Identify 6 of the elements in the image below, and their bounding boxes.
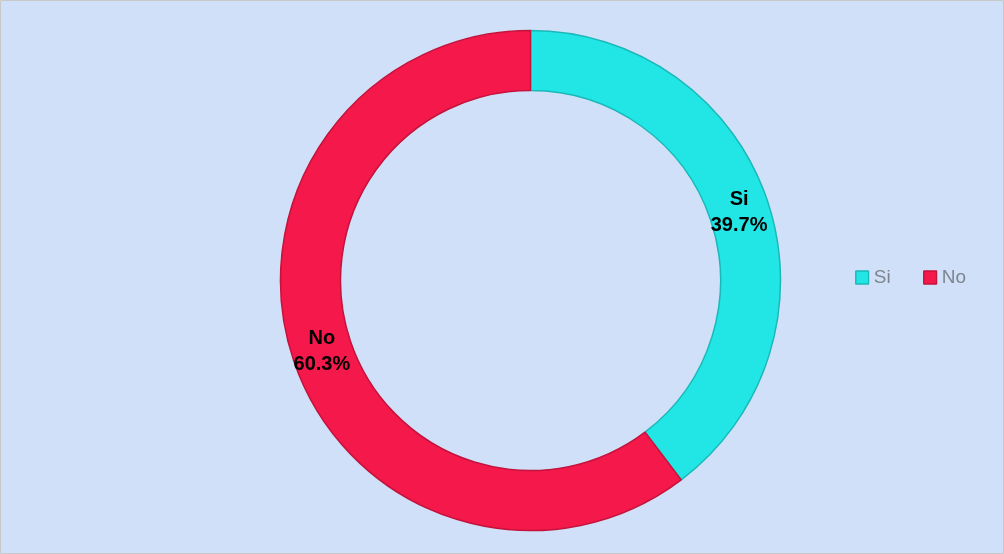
data-label: 60.3% xyxy=(293,352,351,375)
legend-label: No xyxy=(941,266,966,288)
slice-label: No xyxy=(308,326,336,349)
data-label: 39.7% xyxy=(710,212,768,235)
legend-label: Si xyxy=(873,266,892,288)
slice-label: Si xyxy=(729,186,749,209)
